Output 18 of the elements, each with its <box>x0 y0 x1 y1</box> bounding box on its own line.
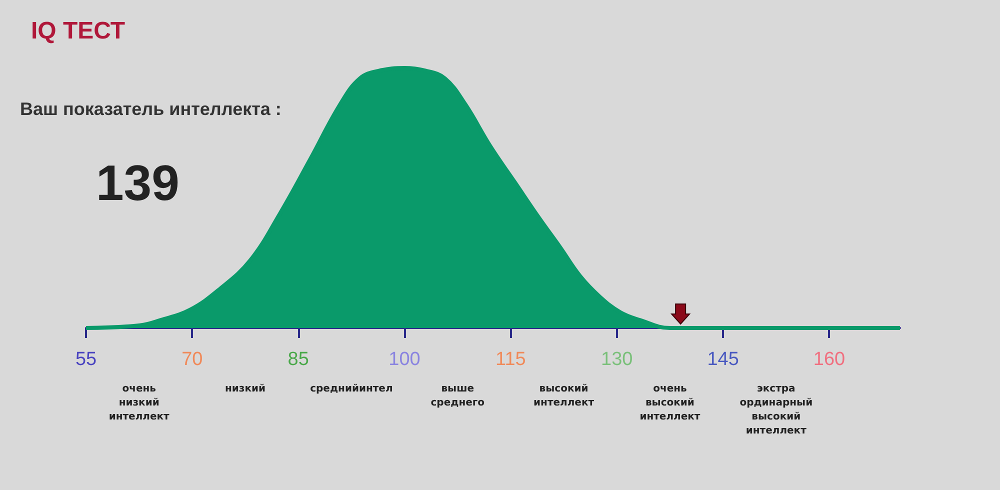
x-tick-label: 70 <box>182 349 203 370</box>
text: низкий <box>224 384 266 394</box>
x-tick-label: 55 <box>75 349 97 370</box>
text: среднийинтел <box>310 384 393 394</box>
annotation: Ваш показатель интеллекта : <box>20 99 282 119</box>
text: очень низкий интеллект <box>108 384 170 422</box>
annotation: 139 <box>96 155 180 211</box>
chart-title: IQ ТЕСТ <box>31 18 126 44</box>
x-tick-label: 100 <box>388 349 420 370</box>
text: очень высокий интеллект <box>640 384 700 422</box>
text: высокий интеллект <box>534 384 594 408</box>
x-tick-label: 115 <box>496 349 526 370</box>
x-tick-label: 145 <box>707 349 739 370</box>
x-tick-label: 130 <box>601 349 633 370</box>
x-tick-label: 85 <box>288 349 309 370</box>
x-tick-label: 160 <box>813 349 846 370</box>
text: экстра ординарный высокий интеллект <box>740 384 813 436</box>
text: выше среднего <box>430 384 485 408</box>
